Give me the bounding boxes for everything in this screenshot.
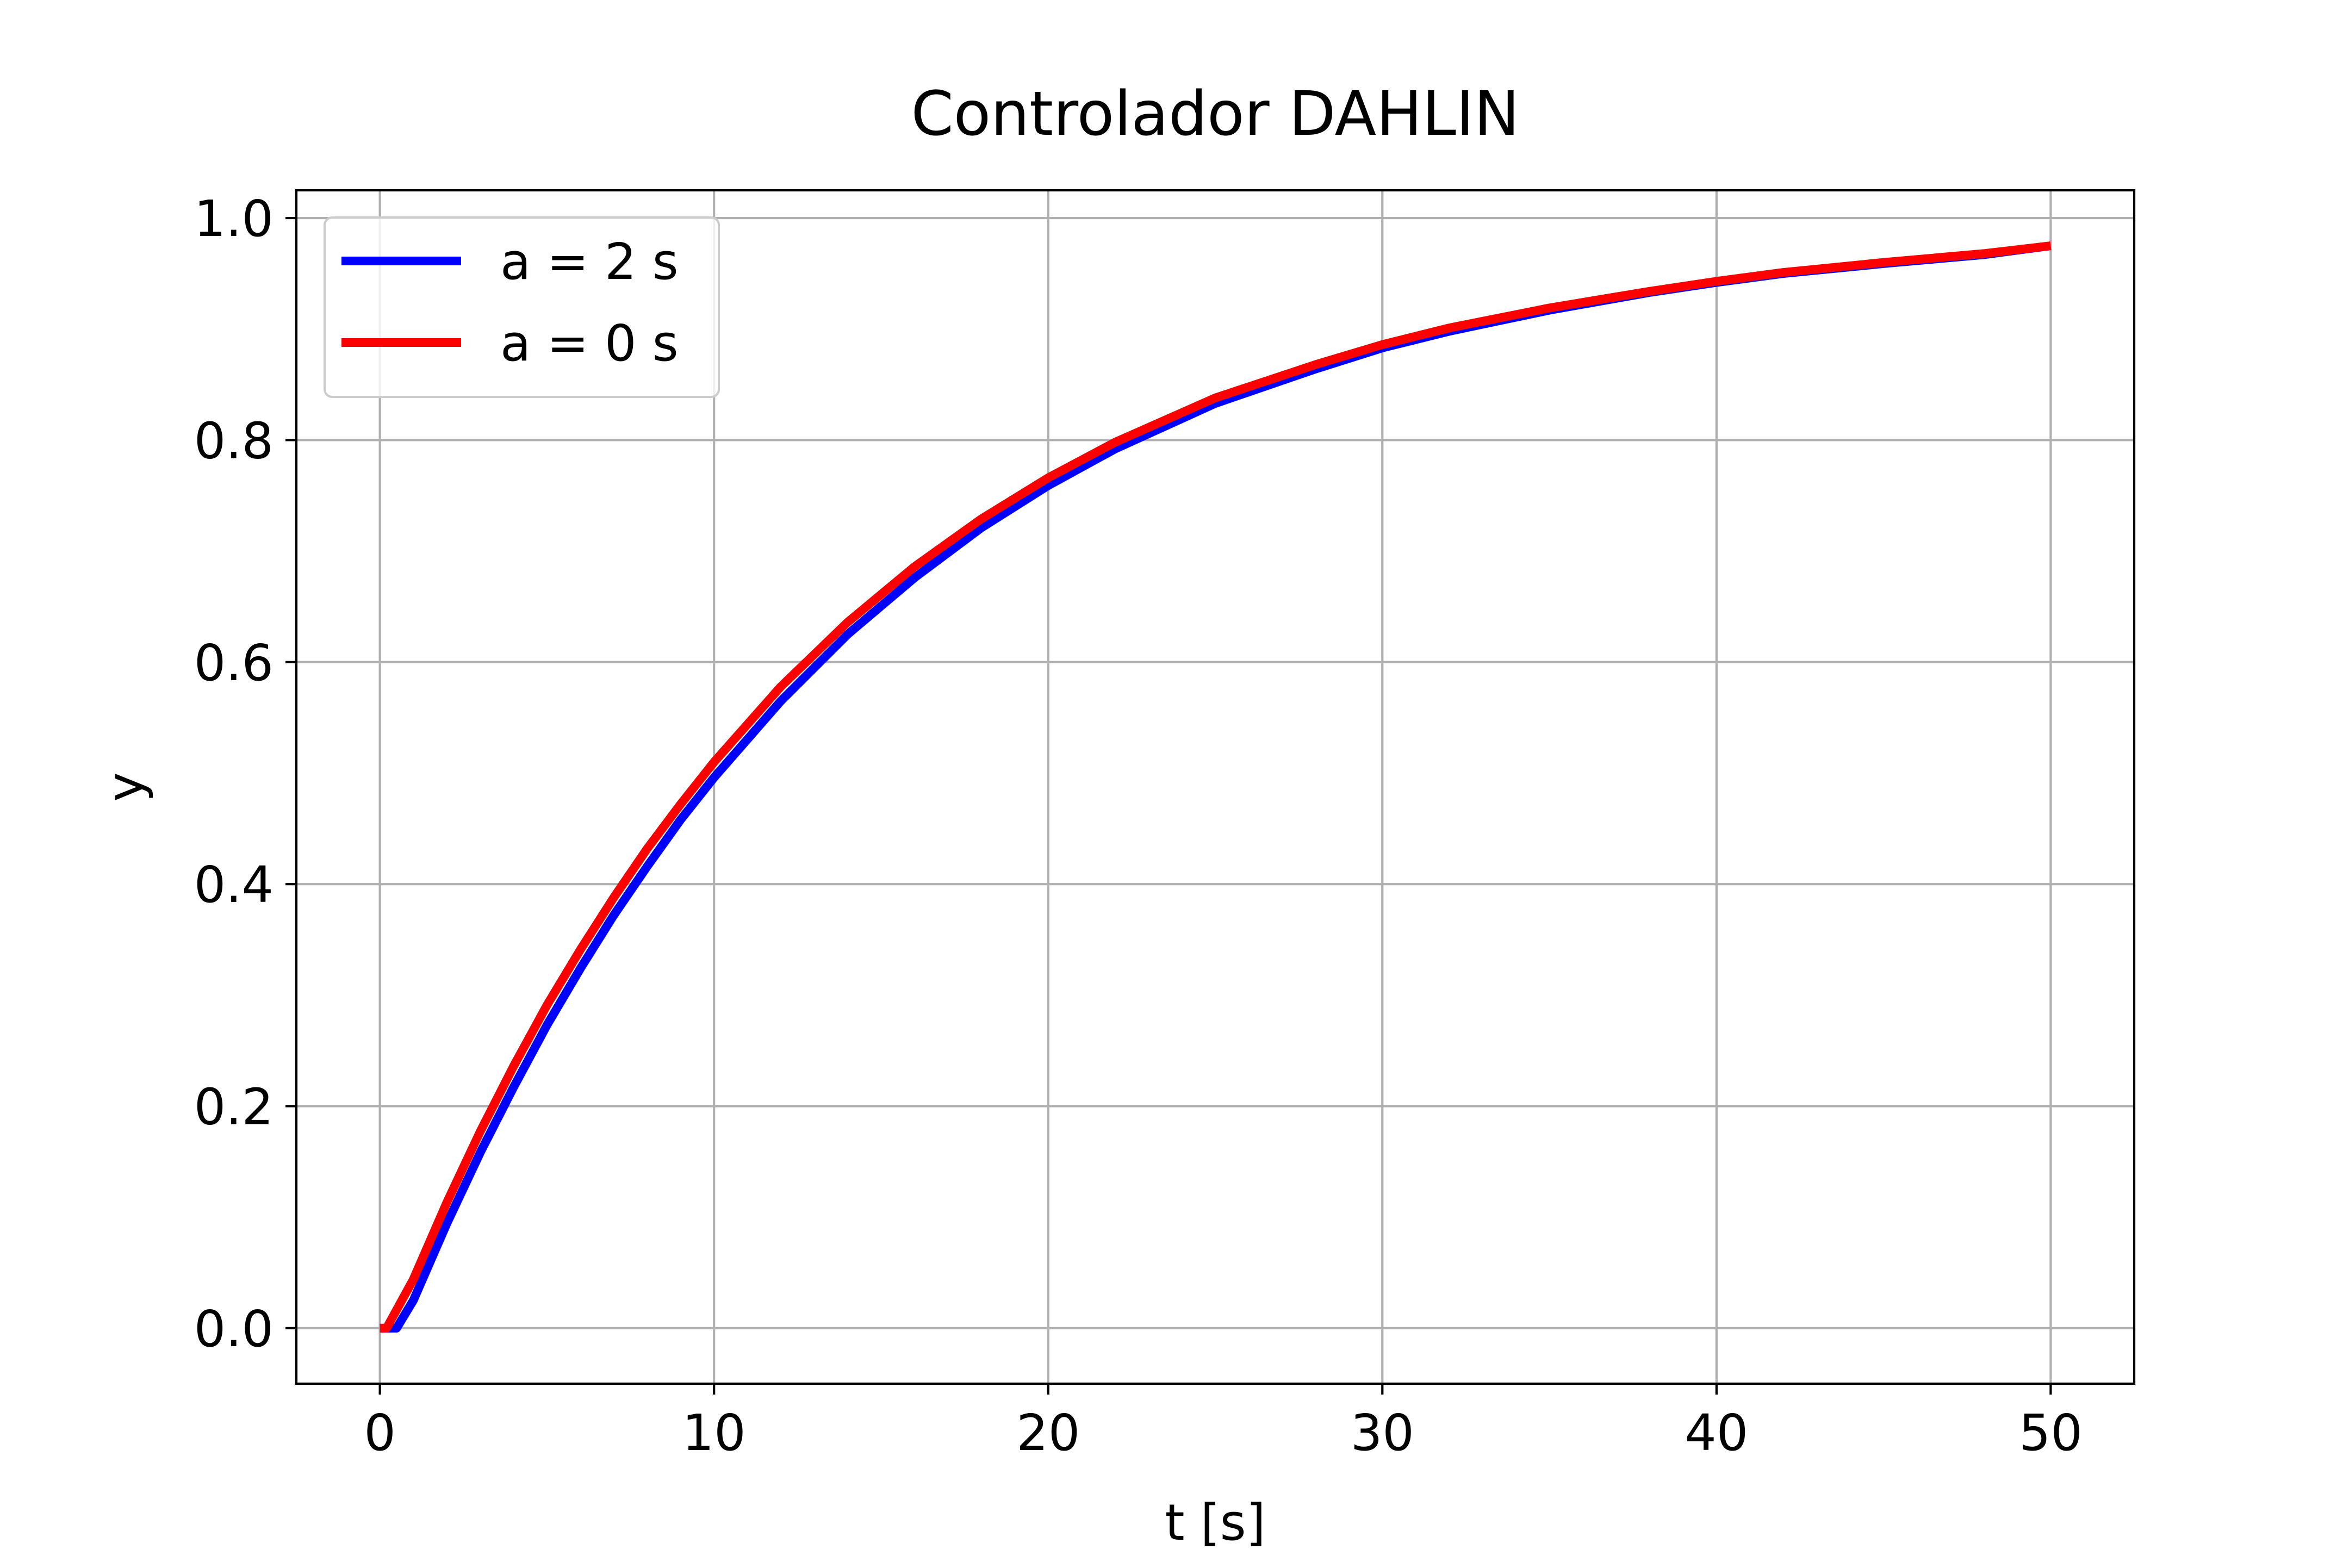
y-axis-ticks: 0.0 0.2 0.4 0.6 0.8 1.0 [194,190,296,1358]
y-tick-label: 0.0 [194,1300,274,1358]
x-tick-label: 50 [2019,1404,2083,1462]
series-line-1 [380,241,2052,1333]
y-tick-label: 0.4 [194,856,274,914]
grid [296,190,2134,1384]
x-tick-label: 20 [1016,1404,1080,1462]
y-tick-label: 1.0 [194,190,274,248]
x-tick-label: 30 [1351,1404,1414,1462]
chart-title: Controlador DAHLIN [911,79,1519,150]
x-tick-label: 10 [682,1404,746,1462]
y-tick-label: 0.6 [194,634,274,692]
x-axis-ticks: 0 10 20 30 40 50 [364,1384,2083,1462]
legend-label-a-2: a = 2 s [500,233,679,291]
plot-lines [380,241,2052,1333]
y-axis-label: y [96,772,154,801]
y-tick-label: 0.8 [194,412,274,470]
plot-frame [295,189,2136,1385]
x-axis-label: t [s] [1165,1494,1265,1552]
legend: a = 2 s a = 0 s [324,216,720,398]
x-tick-label: 0 [364,1404,396,1462]
legend-label-a-0: a = 0 s [500,314,679,372]
y-tick-label: 0.2 [194,1078,274,1136]
x-tick-label: 40 [1685,1404,1748,1462]
